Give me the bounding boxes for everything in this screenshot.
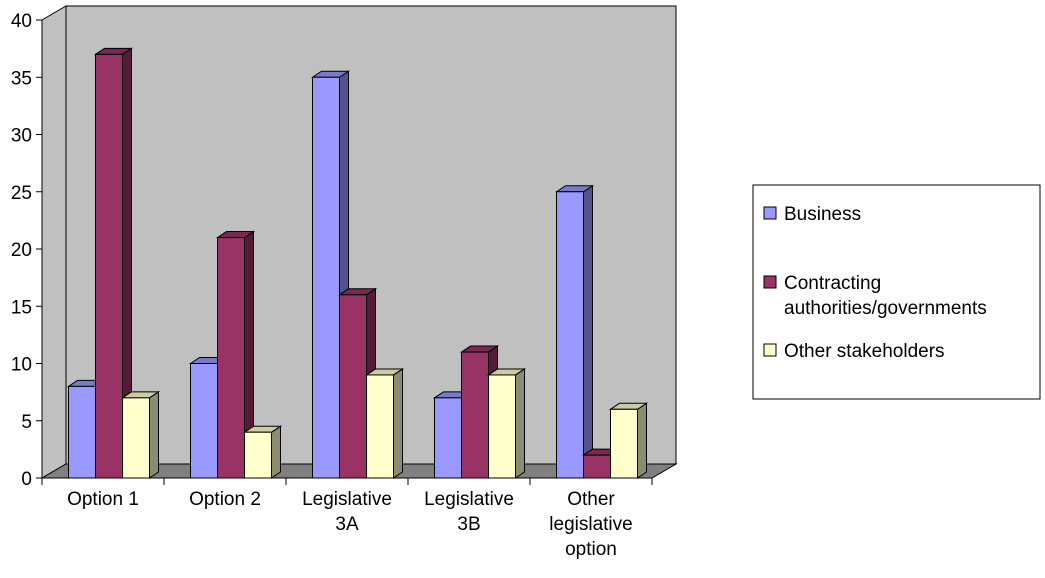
bar-front (339, 294, 367, 479)
bar-side (393, 368, 403, 479)
bar-side (637, 402, 647, 479)
bar-front (366, 374, 394, 479)
y-tick-label: 40 (11, 11, 32, 32)
bar-front (610, 408, 638, 479)
bar (120, 390, 161, 479)
bar-side (149, 390, 159, 479)
x-tick-label: Legislative 3A (302, 489, 392, 535)
legend-swatch (763, 206, 777, 220)
bar-front (68, 385, 96, 479)
y-tick-label: 20 (11, 240, 32, 261)
bar (554, 184, 595, 479)
legend: Business Contracting authorities/governmen… (752, 184, 1041, 400)
bar-front (583, 454, 611, 479)
bar-front (434, 397, 462, 479)
bar-front (217, 237, 245, 479)
x-tick-label: Option 1 (67, 489, 139, 510)
bar (93, 47, 134, 479)
legend-box (752, 184, 1041, 400)
x-tick-label: Legislative 3B (424, 489, 514, 535)
legend-item: Business (763, 204, 861, 225)
side-wall (41, 5, 67, 479)
bar-side (515, 368, 525, 479)
bar (486, 368, 527, 479)
y-tick-label: 25 (11, 183, 32, 204)
bar-front (556, 191, 584, 479)
x-tick-label: Other legislative option (549, 489, 632, 560)
legend-item: Contracting authorities/governments (763, 273, 987, 319)
legend-item: Other stakeholders (763, 341, 945, 362)
bar-front (244, 431, 272, 479)
bar (608, 402, 649, 479)
y-tick-label: 5 (21, 412, 32, 433)
y-tick-label: 15 (11, 297, 32, 318)
bar (364, 368, 405, 479)
bar-side (583, 184, 593, 479)
legend-swatch (763, 275, 777, 289)
legend-swatch (763, 343, 777, 357)
bar (242, 425, 283, 479)
y-tick-label: 10 (11, 355, 32, 376)
bar-front (95, 53, 123, 479)
bars (66, 47, 649, 479)
y-tick-label: 0 (21, 469, 32, 490)
bar-front (122, 397, 150, 479)
bar-front (488, 374, 516, 479)
bar-front (461, 351, 489, 479)
y-tick-label: 30 (11, 126, 32, 147)
x-tick-label: Option 2 (189, 489, 261, 510)
bar-side (271, 425, 281, 479)
legend-label: Business (784, 204, 861, 225)
bar-front (312, 76, 340, 479)
legend-label: Contracting authorities/governments (784, 273, 987, 319)
legend-label: Other stakeholders (784, 341, 945, 362)
y-tick-label: 35 (11, 68, 32, 89)
bar-front (190, 363, 218, 479)
